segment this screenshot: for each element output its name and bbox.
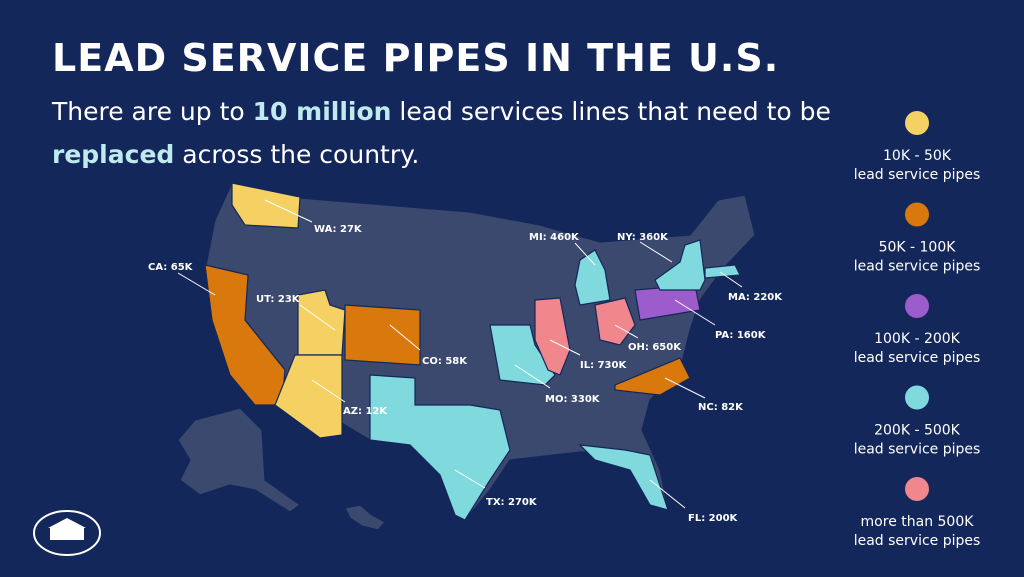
state-label: NC: 82K	[698, 402, 744, 413]
state-mo	[489, 324, 556, 386]
leader	[639, 241, 673, 263]
leader	[514, 364, 551, 389]
legend-range: more than 500K	[861, 514, 975, 530]
state-ma	[704, 264, 741, 279]
state-oh	[594, 297, 636, 346]
leader	[299, 304, 336, 331]
state-label: MA: 220K	[728, 292, 783, 303]
leader	[454, 469, 486, 489]
leader	[614, 324, 639, 339]
state-label: UT: 23K	[256, 294, 301, 305]
legend-unit: lead service pipes	[854, 350, 981, 366]
state-wa	[231, 182, 301, 229]
state-label: PA: 160K	[715, 330, 767, 341]
subtitle-text: across the country.	[182, 140, 420, 169]
subtitle-highlight: 10 million	[252, 97, 392, 126]
state-label: CA: 65K	[148, 262, 194, 273]
hawaii	[344, 504, 386, 531]
legend-range: 10K - 50K	[883, 148, 952, 164]
leader	[549, 339, 581, 356]
state-label: IL: 730K	[580, 360, 627, 371]
state-label: TX: 270K	[486, 497, 538, 508]
leader	[389, 324, 421, 351]
labels: WA: 27K CA: 65K UT: 23K AZ: 12K CO: 58K …	[148, 224, 783, 524]
legend-unit: lead service pipes	[854, 259, 981, 275]
leader	[574, 242, 596, 266]
subtitle-text: lead services lines that need to be	[399, 97, 831, 126]
leader	[311, 379, 346, 403]
state-label: CO: 58K	[422, 356, 468, 367]
legend-unit: lead service pipes	[854, 442, 981, 458]
subtitle-highlight: replaced	[52, 140, 175, 169]
legend: 10K - 50K lead service pipes 50K - 100K lea…	[854, 111, 981, 549]
legend-range: 200K - 500K	[874, 423, 961, 439]
legend-swatch	[905, 202, 929, 227]
state-label: WA: 27K	[314, 224, 363, 235]
state-mi	[574, 249, 611, 306]
logo-ring	[33, 510, 101, 556]
legend-unit: lead service pipes	[854, 167, 981, 183]
logo	[33, 510, 101, 556]
leader	[264, 199, 313, 223]
state-nc	[614, 357, 691, 396]
state-label: MO: 330K	[545, 394, 601, 405]
state-il	[534, 297, 571, 376]
state-label: NY: 360K	[617, 232, 669, 243]
state-az	[274, 354, 343, 439]
leader	[719, 271, 743, 288]
leader	[664, 377, 706, 399]
legend-swatch	[905, 477, 929, 501]
subtitle: There are up to 10 million lead services…	[52, 90, 852, 176]
state-label: MI: 460K	[529, 232, 580, 243]
leaders	[177, 199, 743, 509]
legend-swatch	[905, 385, 929, 410]
state-label: OH: 650K	[628, 342, 682, 353]
leader	[674, 299, 716, 326]
legend-range: 100K - 200K	[874, 331, 961, 347]
legend-range: 50K - 100K	[879, 240, 957, 256]
state-label: FL: 200K	[688, 513, 739, 524]
title: LEAD SERVICE PIPES IN THE U.S.	[52, 36, 780, 80]
subtitle-text: There are up to	[52, 97, 245, 126]
legend-unit: lead service pipes	[854, 533, 981, 549]
state-tx	[369, 374, 511, 521]
state-fl	[578, 444, 669, 511]
leader	[649, 479, 686, 509]
state-label: AZ: 12K	[343, 406, 388, 417]
state-ny	[654, 239, 706, 291]
leader	[177, 272, 216, 296]
state-co	[344, 304, 421, 366]
logo-house	[50, 528, 84, 540]
logo-roof	[48, 518, 86, 528]
legend-swatch	[905, 111, 929, 135]
legend-swatch	[905, 294, 929, 318]
alaska	[177, 407, 302, 513]
